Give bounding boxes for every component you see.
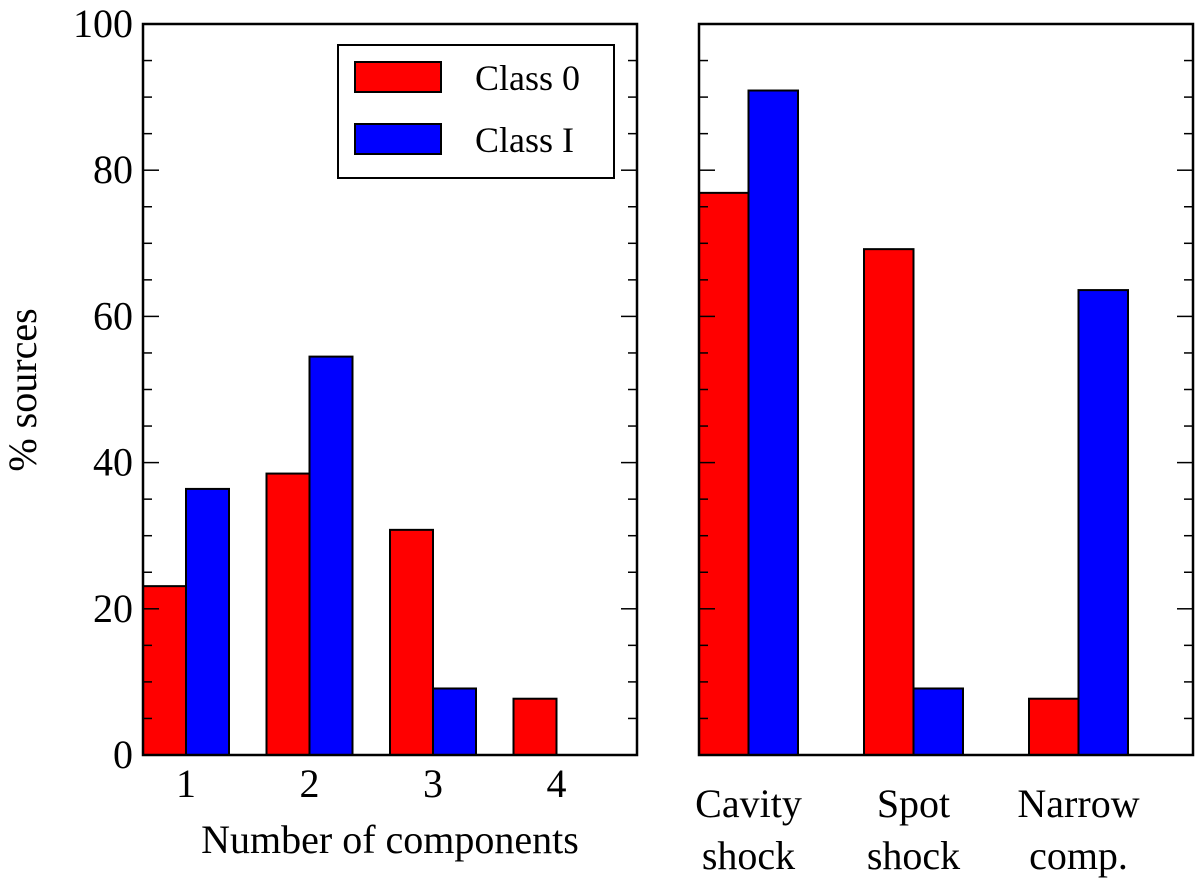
- plot-frame: [141, 22, 639, 757]
- legend: Class 0 Class I: [337, 44, 615, 179]
- x-axis-label: Number of components: [201, 817, 579, 862]
- x-tick-label: Narrow: [1017, 781, 1139, 826]
- x-tick-label: 2: [300, 761, 320, 806]
- bar-class1-0-0: [185, 487, 230, 756]
- bar-class0-0-2: [389, 528, 434, 756]
- x-tick-label: shock: [702, 833, 795, 878]
- legend-label: Class I: [475, 120, 574, 160]
- y-axis-label: % sources: [0, 308, 45, 471]
- y-tick-label: 20: [93, 586, 133, 631]
- bar-class1-1-2: [1077, 289, 1129, 756]
- bar-class1-0-1: [308, 355, 354, 756]
- bar-class1-1-0: [747, 89, 799, 756]
- legend-swatch-1: [354, 123, 442, 155]
- y-tick-label: 60: [93, 293, 133, 338]
- x-tick-label: 1: [176, 761, 196, 806]
- y-tick-label: 100: [73, 1, 133, 46]
- x-tick-label: Spot: [877, 781, 950, 826]
- y-tick-label: 0: [113, 732, 133, 777]
- bar-class0-1-0: [698, 191, 750, 756]
- x-tick-label: shock: [867, 833, 960, 878]
- plot-frame: [697, 22, 1195, 757]
- bar-class1-0-2: [432, 687, 477, 756]
- legend-swatch-0: [354, 61, 442, 93]
- y-tick-label: 40: [93, 440, 133, 485]
- x-tick-label: comp.: [1029, 833, 1128, 878]
- bar-class1-1-1: [912, 687, 964, 756]
- bar-class0-0-0: [142, 585, 187, 756]
- x-tick-label: Cavity: [695, 781, 802, 826]
- bar-class0-0-1: [265, 472, 311, 756]
- bar-class0-0-3: [512, 697, 558, 757]
- y-tick-label: 80: [93, 147, 133, 192]
- bar-class0-1-1: [863, 248, 915, 756]
- x-tick-label: 4: [547, 761, 567, 806]
- x-tick-label: 3: [423, 761, 443, 806]
- bar-class0-1-2: [1028, 697, 1080, 757]
- legend-label: Class 0: [475, 58, 580, 98]
